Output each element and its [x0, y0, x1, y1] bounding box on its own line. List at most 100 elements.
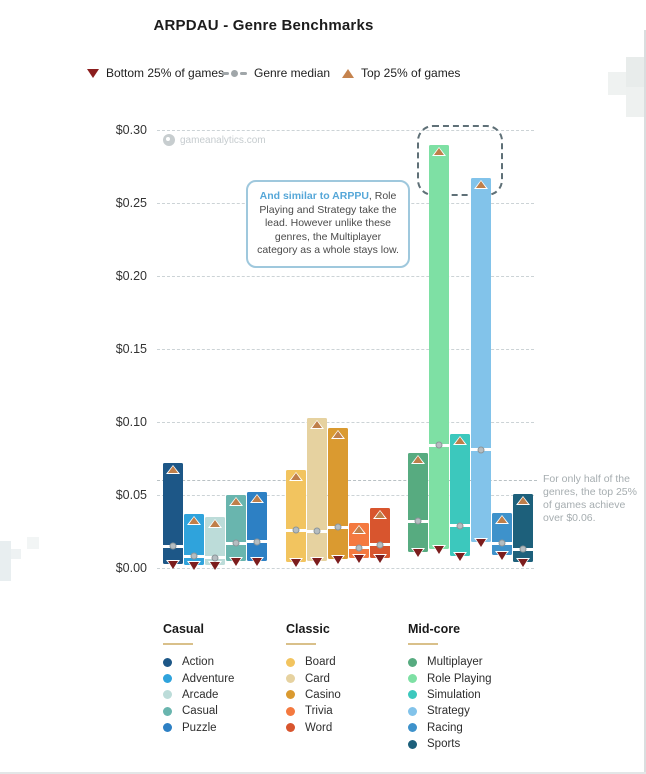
legend-item-word: Word — [286, 720, 341, 736]
gridline-$0.30 — [157, 130, 534, 131]
y-tick-$0.05: $0.05 — [115, 488, 147, 502]
legend-item-label: Puzzle — [182, 721, 217, 734]
bar-multiplayer — [408, 452, 428, 557]
median-dot-icon — [355, 544, 363, 552]
right-edge-strip — [644, 30, 646, 774]
watermark: gameanalytics.com — [163, 134, 266, 146]
median-dot-icon — [232, 539, 240, 547]
legend-item-board: Board — [286, 654, 341, 670]
color-dot-icon — [286, 674, 295, 684]
bottom25-marker-icon — [251, 557, 262, 566]
side-note: For only half of the genres, the top 25%… — [543, 473, 637, 524]
annotation-callout: And similar to ARPPU, Role Playing and S… — [246, 180, 410, 268]
bar-word — [370, 508, 390, 563]
y-tick-$0.10: $0.10 — [115, 415, 147, 429]
legend-item-racing: Racing — [408, 720, 492, 736]
pixel-decoration — [0, 541, 11, 581]
bottom25-marker-icon — [167, 560, 178, 569]
median-marker — [226, 539, 246, 547]
legend-item-action: Action — [163, 654, 234, 670]
legend-group-mid-core: Mid-core Multiplayer Role Playing Simulatio… — [408, 622, 492, 752]
bar-simulation — [450, 433, 470, 562]
legend-item-label: Trivia — [305, 705, 333, 718]
legend-item-casual: Casual — [163, 703, 234, 719]
median-marker — [184, 552, 204, 560]
legend-top25: Top 25% of games — [342, 66, 460, 80]
bottom25-marker-icon — [209, 562, 220, 571]
bottom-edge-strip — [0, 772, 646, 774]
legend-item-label: Racing — [427, 721, 463, 734]
legend-group-list: Action Adventure Arcade Casual Puzzle — [163, 654, 234, 736]
top25-marker-icon — [333, 430, 343, 438]
top25-marker-icon — [210, 519, 220, 527]
top25-marker-icon — [476, 181, 486, 189]
legend-item-simulation: Simulation — [408, 687, 492, 703]
legend-item-sports: Sports — [408, 736, 492, 752]
bottom25-marker-icon — [412, 548, 423, 557]
median-line-icon — [222, 69, 247, 77]
color-dot-icon — [286, 723, 295, 733]
legend-item-label: Adventure — [182, 672, 235, 685]
y-tick-$0.00: $0.00 — [115, 561, 147, 575]
median-marker — [471, 446, 491, 454]
legend-median: Genre median — [222, 66, 330, 80]
median-dot-icon — [313, 527, 321, 535]
pixel-decoration — [626, 87, 646, 117]
bottom25-marker-icon — [496, 551, 507, 560]
median-marker — [328, 523, 348, 531]
median-marker — [513, 545, 533, 553]
pixel-decoration — [11, 549, 21, 559]
legend-median-label: Genre median — [254, 66, 331, 80]
legend-group-title: Classic — [286, 622, 330, 636]
median-marker — [307, 527, 327, 535]
median-dot-icon — [477, 446, 485, 454]
legend-item-role-playing: Role Playing — [408, 670, 492, 686]
legend-item-label: Action — [182, 656, 214, 669]
median-dot-icon — [169, 542, 177, 550]
legend-item-multiplayer: Multiplayer — [408, 654, 492, 670]
y-tick-$0.15: $0.15 — [115, 342, 147, 356]
color-dot-icon — [286, 657, 295, 667]
highlight-dashed-box — [417, 125, 503, 196]
bottom25-marker-icon — [188, 562, 199, 571]
median-dot-icon — [292, 526, 300, 534]
bar-role-playing — [429, 144, 449, 554]
bottom25-marker-icon — [353, 554, 364, 563]
legend-item-label: Multiplayer — [427, 656, 483, 669]
y-tick-$0.25: $0.25 — [115, 196, 147, 210]
watermark-text: gameanalytics.com — [180, 134, 266, 146]
median-marker — [247, 538, 267, 546]
top25-marker-icon — [497, 515, 507, 523]
bar-action — [163, 462, 183, 569]
bottom25-marker-icon — [374, 554, 385, 563]
bar-trivia — [349, 522, 369, 563]
legend-group-title: Mid-core — [408, 622, 461, 636]
median-marker — [163, 542, 183, 550]
color-dot-icon — [408, 657, 417, 667]
bottom25-marker-icon — [517, 559, 528, 568]
color-dot-icon — [408, 690, 417, 700]
median-dot-icon — [376, 541, 384, 549]
color-dot-icon — [408, 706, 417, 716]
legend-group-casual: Casual Action Adventure Arcade Casual Puzzle — [163, 622, 234, 736]
top25-marker-icon — [354, 525, 364, 533]
legend-item-label: Casual — [182, 705, 218, 718]
bar-puzzle — [247, 492, 267, 566]
chart-legend: Bottom 25% of games Genre median Top 25%… — [0, 66, 646, 84]
bar-casino — [328, 427, 348, 565]
median-dot-icon — [334, 523, 342, 531]
gameanalytics-logo-icon — [163, 134, 175, 146]
median-dot-icon — [253, 538, 261, 546]
bar-racing — [492, 512, 512, 560]
gridline-$0.00 — [157, 568, 534, 569]
bottom25-marker-icon — [475, 538, 486, 547]
legend-group-list: Board Card Casino Trivia Word — [286, 654, 341, 736]
bar-card — [307, 417, 327, 566]
bottom25-marker-icon — [230, 557, 241, 566]
legend-top25-label: Top 25% of games — [361, 66, 461, 80]
top25-marker-icon — [375, 511, 385, 519]
legend-group-title: Casual — [163, 622, 204, 636]
legend-item-label: Word — [305, 721, 333, 734]
